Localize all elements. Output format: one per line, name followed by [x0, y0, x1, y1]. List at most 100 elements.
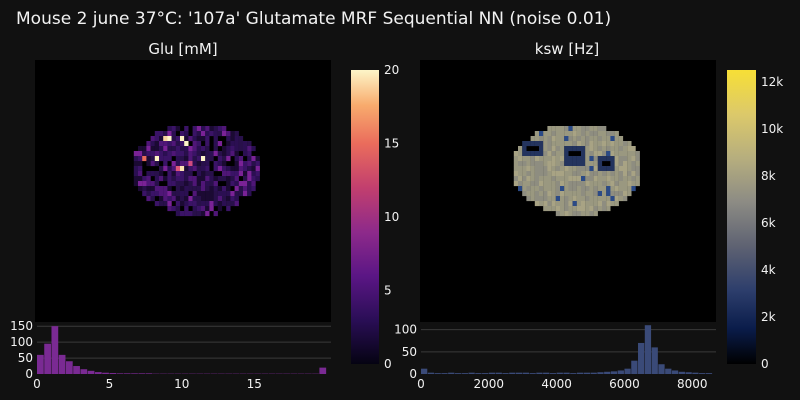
glu-hist-bar: [80, 369, 88, 374]
glu-heatmap-title: Glu [mM]: [148, 40, 217, 58]
ksw-heatmap-pixel: [606, 206, 611, 212]
glu-heatmap-pixel: [159, 136, 164, 142]
ksw-heatmap-pixel: [576, 156, 582, 162]
ksw-heatmap-pixel: [593, 211, 598, 217]
glu-heatmap-pixel: [171, 151, 176, 157]
ksw-heatmap-pixel: [513, 171, 519, 177]
glu-heatmap-pixel: [171, 171, 176, 177]
ksw-heatmap-pixel: [581, 126, 586, 132]
ksw-heatmap-pixel: [551, 131, 556, 137]
glu-heatmap-pixel: [201, 196, 206, 202]
glu-heatmap-pixel: [251, 146, 256, 152]
glu-heatmap-pixel: [226, 141, 231, 147]
ksw-heatmap-pixel: [560, 191, 565, 197]
glu-heatmap-pixel: [230, 176, 235, 182]
ksw-heatmap-pixel: [589, 186, 594, 192]
ksw-heatmap-pixel: [606, 191, 611, 197]
ksw-heatmap-pixel: [581, 191, 586, 197]
glu-heatmap-pixel: [205, 126, 210, 132]
ksw-heatmap-pixel: [581, 181, 586, 187]
glu-heatmap-pixel: [167, 201, 172, 207]
ksw-heatmap-pixel: [551, 151, 556, 157]
ksw-heatmap-pixel: [543, 161, 548, 167]
ksw-hist-bar: [638, 342, 645, 374]
glu-hist-bar: [131, 373, 138, 374]
glu-heatmap-pixel: [196, 141, 202, 147]
ksw-heatmap-pixel: [568, 211, 573, 217]
ksw-heatmap-pixel: [581, 186, 586, 192]
glu-heatmap-pixel: [209, 206, 214, 212]
ksw-heatmap-pixel: [581, 201, 586, 207]
ksw-heatmap-pixel: [547, 191, 552, 197]
ksw-heatmap-pixel: [547, 181, 552, 187]
ksw-hist-bar: [658, 364, 665, 374]
glu-heatmap-pixel: [234, 166, 239, 172]
ksw-heatmap-pixel: [543, 146, 548, 152]
ksw-heatmap-pixel: [602, 136, 607, 142]
ksw-heatmap-pixel: [539, 176, 544, 182]
glu-heatmap-pixel: [226, 196, 231, 202]
glu-heatmap-pixel: [201, 211, 206, 217]
glu-heatmap-pixel: [226, 151, 231, 157]
ksw-heatmap-pixel: [614, 196, 619, 202]
glu-heatmap-pixel: [205, 156, 210, 162]
ksw-heatmap-pixel: [618, 171, 624, 177]
ksw-heatmap-pixel: [576, 166, 582, 172]
glu-heatmap-pixel: [159, 191, 164, 197]
glu-heatmap-pixel: [192, 146, 197, 152]
ksw-heatmap-pixel: [589, 181, 594, 187]
glu-heatmap-pixel: [133, 161, 139, 167]
glu-heatmap-pixel: [180, 141, 185, 147]
ksw-heatmap-pixel: [564, 196, 569, 202]
ksw-heatmap-pixel: [539, 136, 544, 142]
ksw-heatmap-pixel: [522, 141, 527, 147]
ksw-heatmap-pixel: [597, 156, 603, 162]
ksw-heatmap-pixel: [568, 171, 573, 177]
glu-heatmap-pixel: [217, 191, 223, 197]
glu-heatmap-pixel: [150, 181, 155, 187]
glu-heatmap-pixel: [175, 166, 181, 172]
glu-heatmap-pixel: [167, 131, 172, 137]
glu-heatmap-pixel: [205, 181, 210, 187]
glu-heatmap-pixel: [146, 171, 151, 177]
glu-heatmap-pixel: [159, 176, 164, 182]
glu-heatmap-pixel: [192, 196, 197, 202]
glu-heatmap-pixel: [159, 171, 164, 177]
glu-heatmap-pixel: [201, 156, 206, 162]
glu-heatmap-pixel: [188, 211, 193, 217]
ksw-heatmap-pixel: [627, 156, 632, 162]
ksw-heatmap-pixel: [610, 181, 615, 187]
glu-heatmap-pixel: [184, 191, 189, 197]
glu-heatmap-pixel: [150, 146, 155, 152]
ksw-hist-bar: [543, 372, 550, 374]
ksw-heatmap-pixel: [564, 201, 569, 207]
ksw-heatmap-pixel: [610, 166, 615, 172]
glu-heatmap-pixel: [243, 191, 248, 197]
ksw-heatmap-pixel: [585, 146, 590, 152]
ksw-heatmap-pixel: [534, 161, 540, 167]
glu-heatmap-pixel: [188, 176, 193, 182]
ksw-hist-bar: [468, 372, 475, 374]
glu-heatmap-pixel: [138, 151, 143, 157]
glu-heatmap-pixel: [230, 166, 235, 172]
ksw-hist-bar: [678, 371, 685, 374]
ksw-hist-bar: [556, 372, 563, 374]
glu-heatmap-pixel: [171, 136, 176, 142]
ksw-heatmap-pixel: [597, 171, 603, 177]
ksw-heatmap-pixel: [568, 131, 573, 137]
glu-heatmap-pixel: [222, 186, 227, 192]
ksw-heatmap-pixel: [602, 141, 607, 147]
glu-heatmap-pixel: [255, 156, 260, 162]
ksw-heatmap-pixel: [572, 201, 577, 207]
glu-heatmap-pixel: [234, 196, 239, 202]
glu-heatmap-pixel: [217, 141, 223, 147]
glu-heatmap-pixel: [230, 141, 235, 147]
ksw-heatmap-pixel: [576, 186, 582, 192]
glu-heatmap-pixel: [163, 131, 168, 137]
glu-hist-bar: [123, 373, 131, 374]
glu-heatmap-pixel: [163, 191, 168, 197]
glu-heatmap-pixel: [209, 196, 214, 202]
ksw-heatmap-pixel: [593, 181, 598, 187]
ksw-heatmap-pixel: [635, 166, 640, 172]
ksw-heatmap-pixel: [597, 126, 603, 132]
